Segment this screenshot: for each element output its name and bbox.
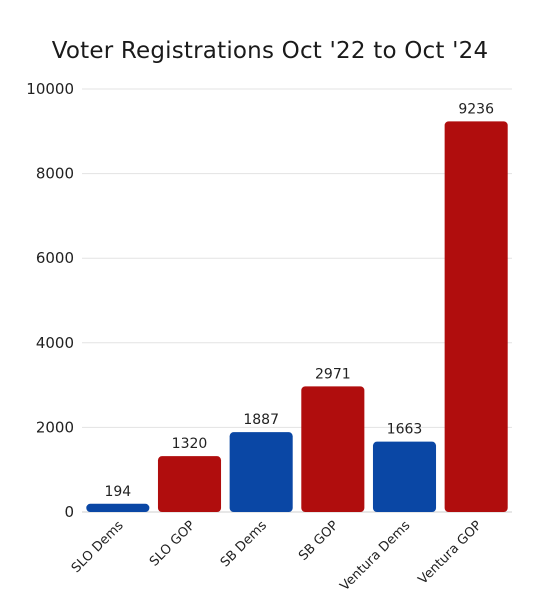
bar — [229, 432, 293, 512]
bar — [157, 456, 222, 512]
x-tick-label: Ventura Dems — [337, 518, 413, 594]
bar — [372, 441, 437, 512]
data-label: 1887 — [243, 412, 279, 428]
y-tick-label: 0 — [64, 503, 74, 521]
y-tick-label: 8000 — [36, 165, 74, 183]
y-tick-label: 10000 — [26, 80, 74, 98]
x-tick-label: SB GOP — [296, 518, 342, 564]
bar — [301, 386, 365, 512]
y-tick-label: 6000 — [36, 249, 74, 267]
x-tick-label: SLO Dems — [69, 518, 127, 576]
bar — [444, 121, 508, 512]
x-tick-label: SLO GOP — [147, 518, 198, 569]
x-tick-label: Ventura GOP — [416, 518, 485, 587]
data-label: 1320 — [172, 436, 208, 452]
y-tick-label: 2000 — [36, 418, 74, 436]
chart-title: Voter Registrations Oct '22 to Oct '24 — [51, 38, 489, 64]
data-label: 194 — [104, 484, 131, 500]
bar — [86, 503, 150, 512]
y-tick-label: 4000 — [36, 334, 74, 352]
data-label: 9236 — [458, 101, 494, 117]
data-label: 1663 — [387, 422, 423, 438]
x-tick-label: SB Dems — [218, 518, 270, 570]
data-label: 2971 — [315, 366, 351, 382]
